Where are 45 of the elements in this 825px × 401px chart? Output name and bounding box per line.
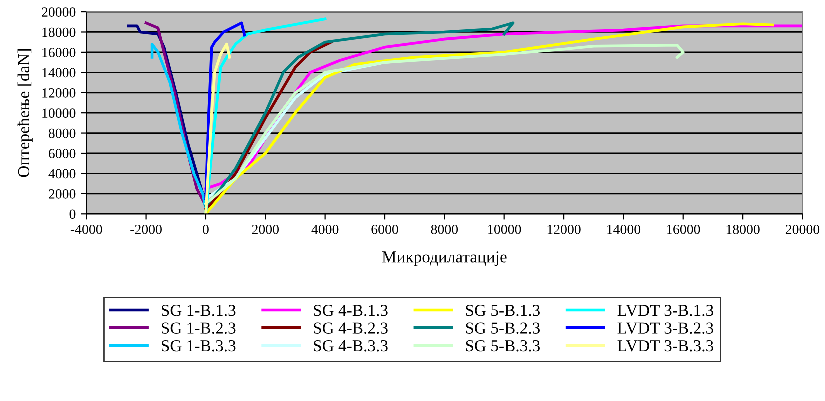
x-tick-label: 8000 — [431, 224, 458, 234]
y-tick-label: 0 — [70, 210, 76, 220]
x-tick-label: 0 — [203, 224, 209, 234]
y-tick-label: 14000 — [42, 68, 76, 78]
legend-label: SG 5-B.3.3 — [466, 340, 540, 352]
y-tick-label: 16000 — [42, 48, 76, 58]
y-tick-label: 6000 — [49, 149, 76, 158]
legend-label: SG 5-B.2.3 — [466, 322, 540, 334]
x-tick-label: -4000 — [70, 224, 102, 234]
line-series — [204, 22, 515, 208]
x-tick-label: 18000 — [726, 224, 760, 234]
legend-label: SG 1-B.2.3 — [162, 322, 236, 334]
x-tick-label: 6000 — [372, 224, 398, 234]
y-tick-label: 20000 — [42, 8, 76, 17]
y-axis-title: Оптерећење [daN] — [18, 50, 33, 178]
legend-label: SG 1-B.1.3 — [162, 305, 236, 316]
x-tick-label: 2000 — [252, 224, 280, 234]
line-series — [204, 42, 232, 214]
legend-label: SG 4-B.3.3 — [314, 340, 388, 352]
legend-label: SG 5-B.1.3 — [466, 305, 540, 316]
legend-label: SG 1-B.3.3 — [162, 340, 236, 352]
legend-label: LVDT 3-B.3.3 — [618, 340, 714, 352]
x-tick-label: 10000 — [488, 224, 522, 234]
y-tick-label: 8000 — [48, 128, 76, 138]
line-series — [150, 42, 208, 210]
x-tick-label: 16000 — [667, 224, 700, 234]
y-tick-label: 2000 — [49, 190, 76, 199]
line-series — [204, 44, 685, 206]
legend-label: LVDT 3-B.1.3 — [618, 305, 714, 316]
x-tick-label: 12000 — [548, 224, 581, 234]
legend-label: SG 4-B.2.3 — [314, 322, 388, 334]
x-tick-label: 20000 — [786, 224, 820, 234]
x-axis-title: Микродилатације — [382, 252, 507, 266]
x-tick-label: -2000 — [130, 224, 162, 234]
legend-label: LVDT 3-B.2.3 — [618, 322, 714, 334]
x-tick-label: 4000 — [312, 224, 339, 234]
y-tick-label: 18000 — [42, 28, 76, 38]
y-tick-label: 12000 — [42, 88, 76, 98]
line-series — [204, 40, 333, 210]
legend-label: SG 4-B.1.3 — [314, 305, 388, 316]
line-series — [204, 22, 246, 200]
y-tick-label: 4000 — [48, 169, 76, 179]
x-tick-label: 14000 — [608, 224, 641, 234]
y-tick-label: 10000 — [42, 108, 76, 118]
line-series — [204, 22, 774, 214]
